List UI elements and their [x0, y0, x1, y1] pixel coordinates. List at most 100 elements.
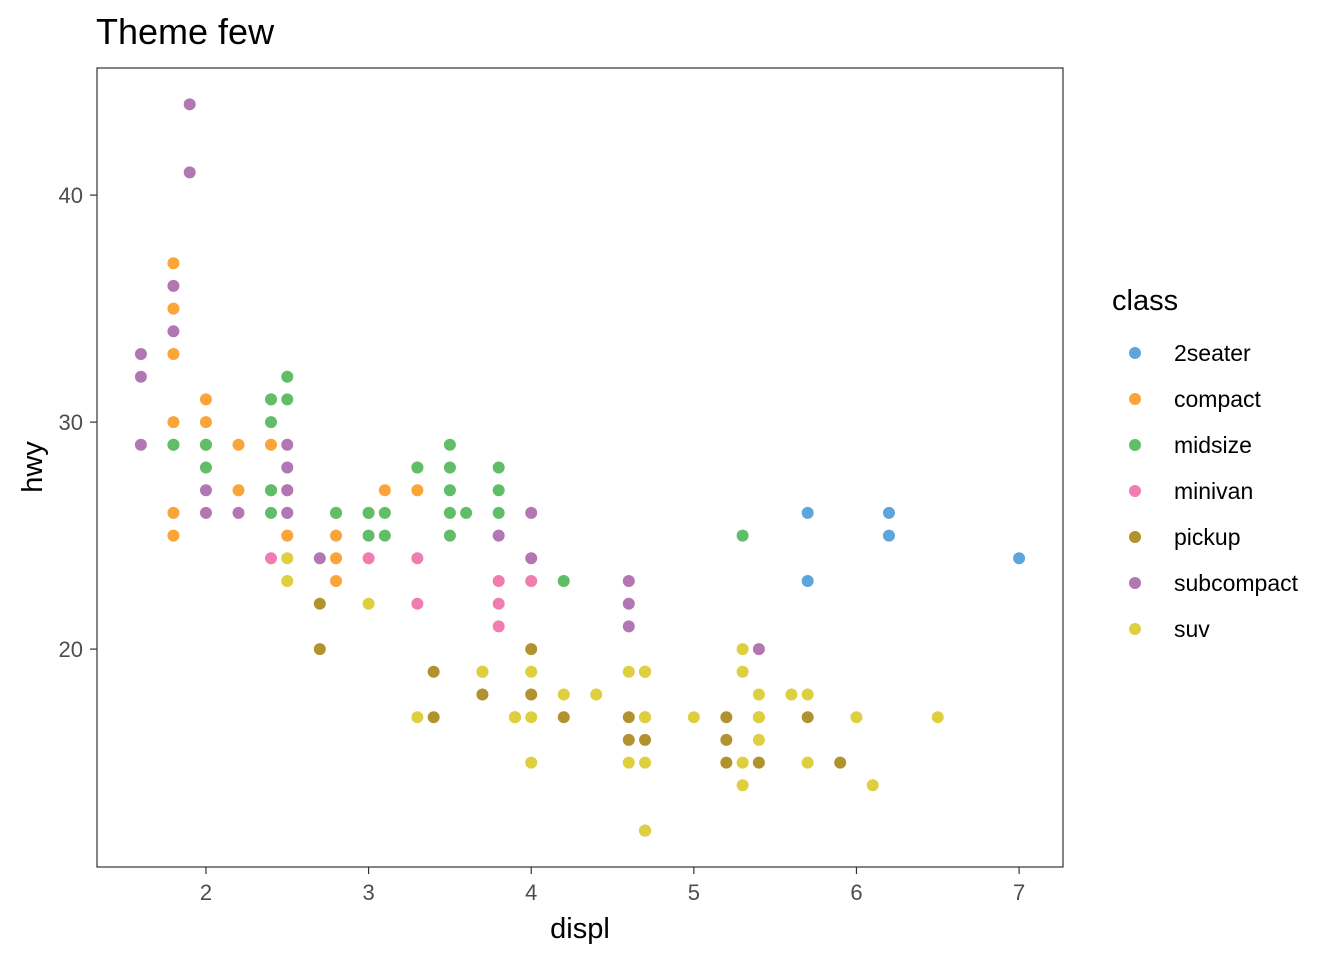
legend-key-midsize — [1129, 439, 1141, 451]
legend-label-midsize: midsize — [1174, 432, 1252, 458]
data-point-suv — [752, 688, 765, 701]
data-point-compact — [167, 302, 180, 315]
x-tick-label: 7 — [1013, 880, 1025, 905]
data-point-pickup — [720, 711, 733, 724]
data-point-midsize — [362, 529, 375, 542]
data-point-suv — [281, 574, 294, 587]
data-point-minivan — [411, 597, 424, 610]
x-tick-label: 4 — [525, 880, 537, 905]
data-point-compact — [378, 484, 391, 497]
data-point-midsize — [443, 529, 456, 542]
data-point-compact — [167, 257, 180, 270]
data-point-compact — [167, 416, 180, 429]
data-point-suv — [785, 688, 798, 701]
data-point-subcompact — [622, 574, 635, 587]
data-point-midsize — [378, 529, 391, 542]
data-point-subcompact — [622, 620, 635, 633]
data-point-suv — [736, 779, 749, 792]
data-point-minivan — [411, 552, 424, 565]
data-point-suv — [362, 597, 375, 610]
data-point-midsize — [281, 393, 294, 406]
legend-key-2seater — [1129, 347, 1141, 359]
data-point-suv — [736, 756, 749, 769]
data-point-suv — [557, 688, 570, 701]
data-point-subcompact — [199, 484, 212, 497]
data-point-subcompact — [199, 506, 212, 519]
data-point-pickup — [622, 733, 635, 746]
data-point-compact — [167, 506, 180, 519]
legend-label-subcompact: subcompact — [1174, 570, 1299, 596]
data-point-compact — [199, 393, 212, 406]
data-point-suv — [476, 665, 489, 678]
legend-label-minivan: minivan — [1174, 478, 1253, 504]
data-point-suv — [525, 756, 538, 769]
data-point-pickup — [752, 756, 765, 769]
data-point-suv — [411, 711, 424, 724]
data-point-midsize — [736, 529, 749, 542]
data-point-midsize — [199, 461, 212, 474]
data-point-suv — [639, 711, 652, 724]
y-tick-label: 40 — [59, 183, 83, 208]
data-point-compact — [281, 529, 294, 542]
data-point-pickup — [525, 643, 538, 656]
data-point-subcompact — [525, 506, 538, 519]
data-point-suv — [281, 552, 294, 565]
data-point-minivan — [492, 620, 505, 633]
data-point-pickup — [427, 711, 440, 724]
data-point-compact — [411, 484, 424, 497]
legend-label-pickup: pickup — [1174, 524, 1240, 550]
data-point-2seater — [801, 506, 814, 519]
data-point-pickup — [313, 597, 326, 610]
data-point-subcompact — [525, 552, 538, 565]
data-point-pickup — [834, 756, 847, 769]
data-point-subcompact — [313, 552, 326, 565]
data-point-suv — [931, 711, 944, 724]
data-point-subcompact — [232, 506, 245, 519]
data-point-midsize — [443, 461, 456, 474]
data-point-suv — [687, 711, 700, 724]
data-point-pickup — [720, 733, 733, 746]
data-point-midsize — [167, 438, 180, 451]
data-point-suv — [736, 665, 749, 678]
data-point-compact — [167, 529, 180, 542]
legend-title: class — [1112, 285, 1178, 317]
data-point-minivan — [492, 574, 505, 587]
data-point-midsize — [492, 461, 505, 474]
data-point-subcompact — [492, 529, 505, 542]
data-point-subcompact — [134, 348, 147, 361]
data-point-subcompact — [622, 597, 635, 610]
legend-key-compact — [1129, 393, 1141, 405]
data-point-compact — [232, 438, 245, 451]
data-point-pickup — [525, 688, 538, 701]
legend-key-minivan — [1129, 485, 1141, 497]
data-point-suv — [622, 756, 635, 769]
data-point-midsize — [362, 506, 375, 519]
x-tick-label: 5 — [688, 880, 700, 905]
data-point-subcompact — [281, 506, 294, 519]
data-point-minivan — [492, 597, 505, 610]
data-point-2seater — [882, 506, 895, 519]
data-point-suv — [622, 665, 635, 678]
x-tick-label: 6 — [850, 880, 862, 905]
data-point-compact — [199, 416, 212, 429]
data-point-suv — [639, 665, 652, 678]
data-point-suv — [752, 711, 765, 724]
data-point-subcompact — [167, 279, 180, 292]
legend-key-subcompact — [1129, 577, 1141, 589]
data-point-suv — [752, 733, 765, 746]
data-point-midsize — [492, 484, 505, 497]
data-point-subcompact — [183, 98, 196, 111]
data-point-minivan — [362, 552, 375, 565]
data-point-midsize — [265, 416, 278, 429]
data-point-subcompact — [167, 325, 180, 338]
chart-title: Theme few — [96, 11, 275, 52]
legend-key-pickup — [1129, 531, 1141, 543]
data-points — [134, 98, 1026, 837]
data-point-midsize — [265, 484, 278, 497]
data-point-compact — [232, 484, 245, 497]
data-point-subcompact — [752, 643, 765, 656]
data-point-suv — [801, 688, 814, 701]
data-point-compact — [330, 574, 343, 587]
data-point-midsize — [411, 461, 424, 474]
data-point-suv — [801, 756, 814, 769]
